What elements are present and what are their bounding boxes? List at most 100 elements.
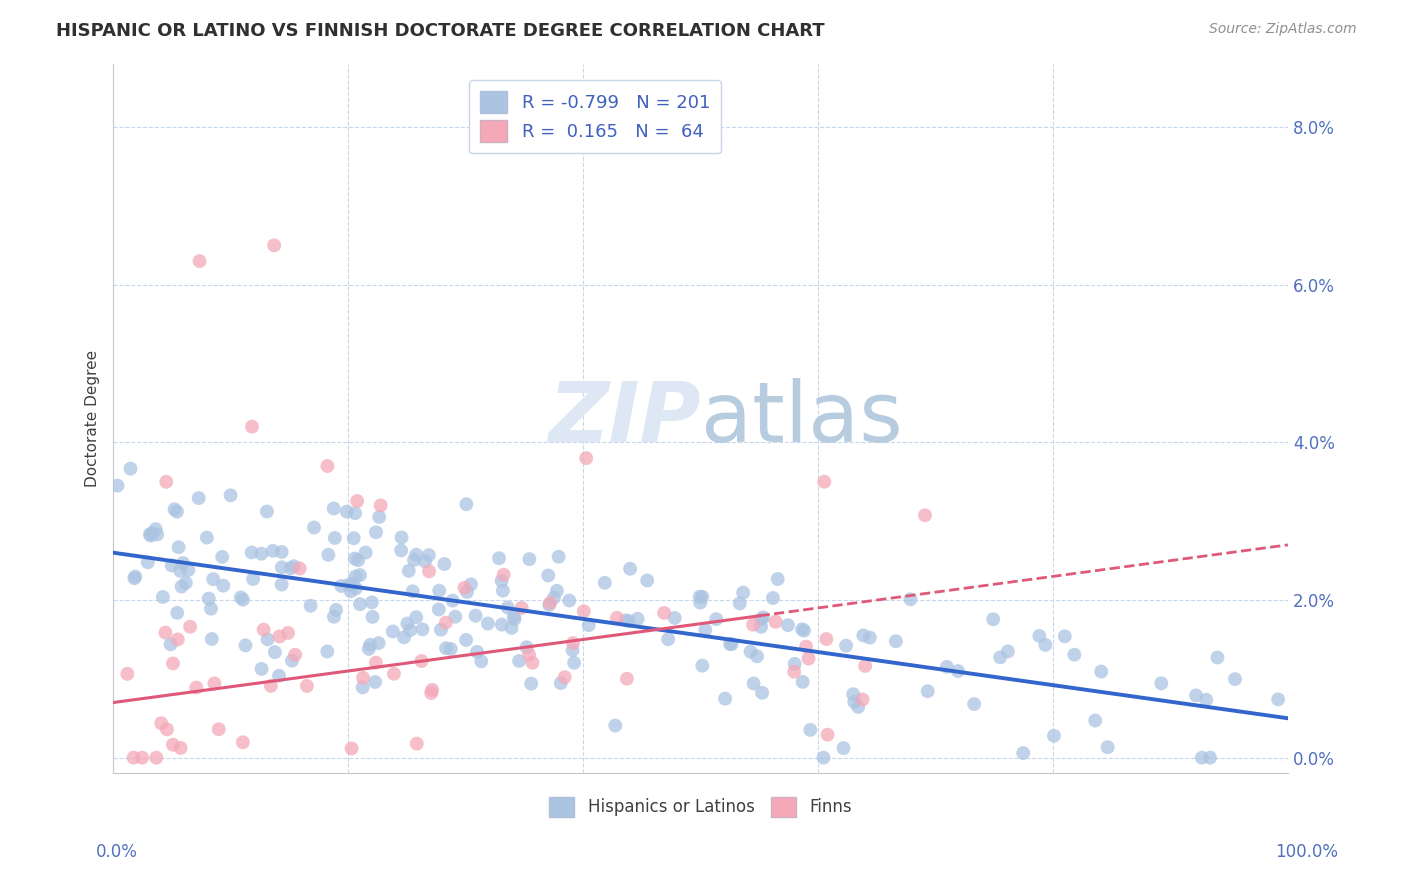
Point <box>389 543 412 558</box>
Point <box>418 548 440 562</box>
Point <box>391 531 413 545</box>
Point <box>488 551 510 566</box>
Point <box>692 658 714 673</box>
Point <box>430 623 453 637</box>
Point <box>453 581 475 595</box>
Point <box>917 684 939 698</box>
Point <box>793 624 815 638</box>
Point <box>543 591 565 605</box>
Point <box>1267 692 1289 706</box>
Point <box>440 642 463 657</box>
Point <box>170 580 193 594</box>
Text: 0.0%: 0.0% <box>96 843 138 861</box>
Point <box>520 676 543 690</box>
Point <box>510 600 533 615</box>
Point <box>146 527 169 541</box>
Point <box>745 649 768 664</box>
Point <box>169 740 191 755</box>
Point <box>352 681 374 695</box>
Point <box>846 700 869 714</box>
Point <box>813 750 835 764</box>
Point <box>537 568 560 582</box>
Point <box>433 557 456 571</box>
Point <box>766 572 789 586</box>
Point <box>155 475 177 489</box>
Point <box>575 451 598 466</box>
Point <box>538 596 561 610</box>
Point <box>186 681 208 695</box>
Point <box>742 617 765 632</box>
Point <box>318 548 340 562</box>
Point <box>107 478 129 492</box>
Point <box>503 612 526 626</box>
Point <box>740 645 762 659</box>
Point <box>813 475 835 489</box>
Point <box>368 510 391 524</box>
Point <box>357 641 380 656</box>
Point <box>752 610 775 624</box>
Point <box>117 666 139 681</box>
Point <box>187 491 209 505</box>
Point <box>263 645 285 659</box>
Point <box>281 654 304 668</box>
Point <box>470 654 492 668</box>
Text: Source: ZipAtlas.com: Source: ZipAtlas.com <box>1209 22 1357 37</box>
Point <box>252 623 274 637</box>
Point <box>852 628 875 642</box>
Point <box>517 552 540 566</box>
Point <box>1063 648 1085 662</box>
Point <box>460 577 482 591</box>
Point <box>516 640 538 655</box>
Point <box>122 750 145 764</box>
Point <box>797 651 820 665</box>
Point <box>316 644 339 658</box>
Point <box>360 595 382 609</box>
Point <box>1223 672 1246 686</box>
Point <box>547 549 569 564</box>
Point <box>277 626 299 640</box>
Point <box>343 551 366 566</box>
Point <box>418 564 440 578</box>
Point <box>398 564 420 578</box>
Point <box>733 585 755 599</box>
Point <box>166 505 188 519</box>
Point <box>935 660 957 674</box>
Point <box>155 625 177 640</box>
Point <box>517 648 540 662</box>
Point <box>853 659 876 673</box>
Point <box>817 728 839 742</box>
Point <box>316 458 339 473</box>
Point <box>364 525 387 540</box>
Point <box>340 584 363 599</box>
Point <box>616 672 638 686</box>
Point <box>250 547 273 561</box>
Point <box>554 670 576 684</box>
Point <box>792 674 814 689</box>
Point <box>370 499 392 513</box>
Point <box>456 632 478 647</box>
Point <box>145 750 167 764</box>
Point <box>382 666 405 681</box>
Point <box>232 735 254 749</box>
Point <box>749 620 772 634</box>
Point <box>295 679 318 693</box>
Point <box>267 669 290 683</box>
Point <box>988 650 1011 665</box>
Point <box>783 665 806 679</box>
Point <box>288 561 311 575</box>
Point <box>776 618 799 632</box>
Point <box>593 575 616 590</box>
Point <box>884 634 907 648</box>
Point <box>219 488 242 502</box>
Point <box>229 591 252 605</box>
Point <box>120 461 142 475</box>
Point <box>728 596 751 610</box>
Point <box>844 695 866 709</box>
Point <box>427 602 450 616</box>
Point <box>188 254 211 268</box>
Point <box>342 577 364 591</box>
Point <box>325 603 347 617</box>
Point <box>124 571 146 585</box>
Point <box>558 593 581 607</box>
Point <box>392 630 415 644</box>
